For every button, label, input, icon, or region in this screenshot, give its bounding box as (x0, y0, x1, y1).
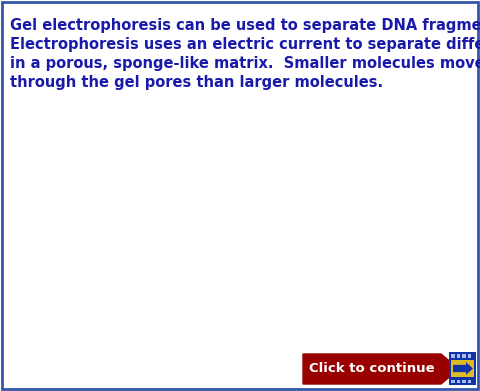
Bar (456, 354, 460, 357)
Text: in a porous, sponge-like matrix.  Smaller molecules move more easily: in a porous, sponge-like matrix. Smaller… (10, 56, 480, 71)
Text: Electrophoresis uses an electric current to separate different-sized molecules: Electrophoresis uses an electric current… (10, 37, 480, 52)
Bar (451, 360, 474, 377)
Bar (451, 354, 455, 357)
Bar (468, 354, 471, 357)
Bar (468, 380, 471, 383)
Text: Click to continue: Click to continue (309, 362, 435, 375)
Text: through the gel pores than larger molecules.: through the gel pores than larger molecu… (10, 75, 383, 90)
Polygon shape (303, 354, 459, 384)
Bar (451, 380, 455, 383)
Text: Gel electrophoresis can be used to separate DNA fragments.: Gel electrophoresis can be used to separ… (10, 18, 480, 33)
Polygon shape (453, 362, 473, 375)
Bar (449, 352, 476, 385)
Bar (456, 380, 460, 383)
Bar (462, 354, 466, 357)
Bar (462, 380, 466, 383)
